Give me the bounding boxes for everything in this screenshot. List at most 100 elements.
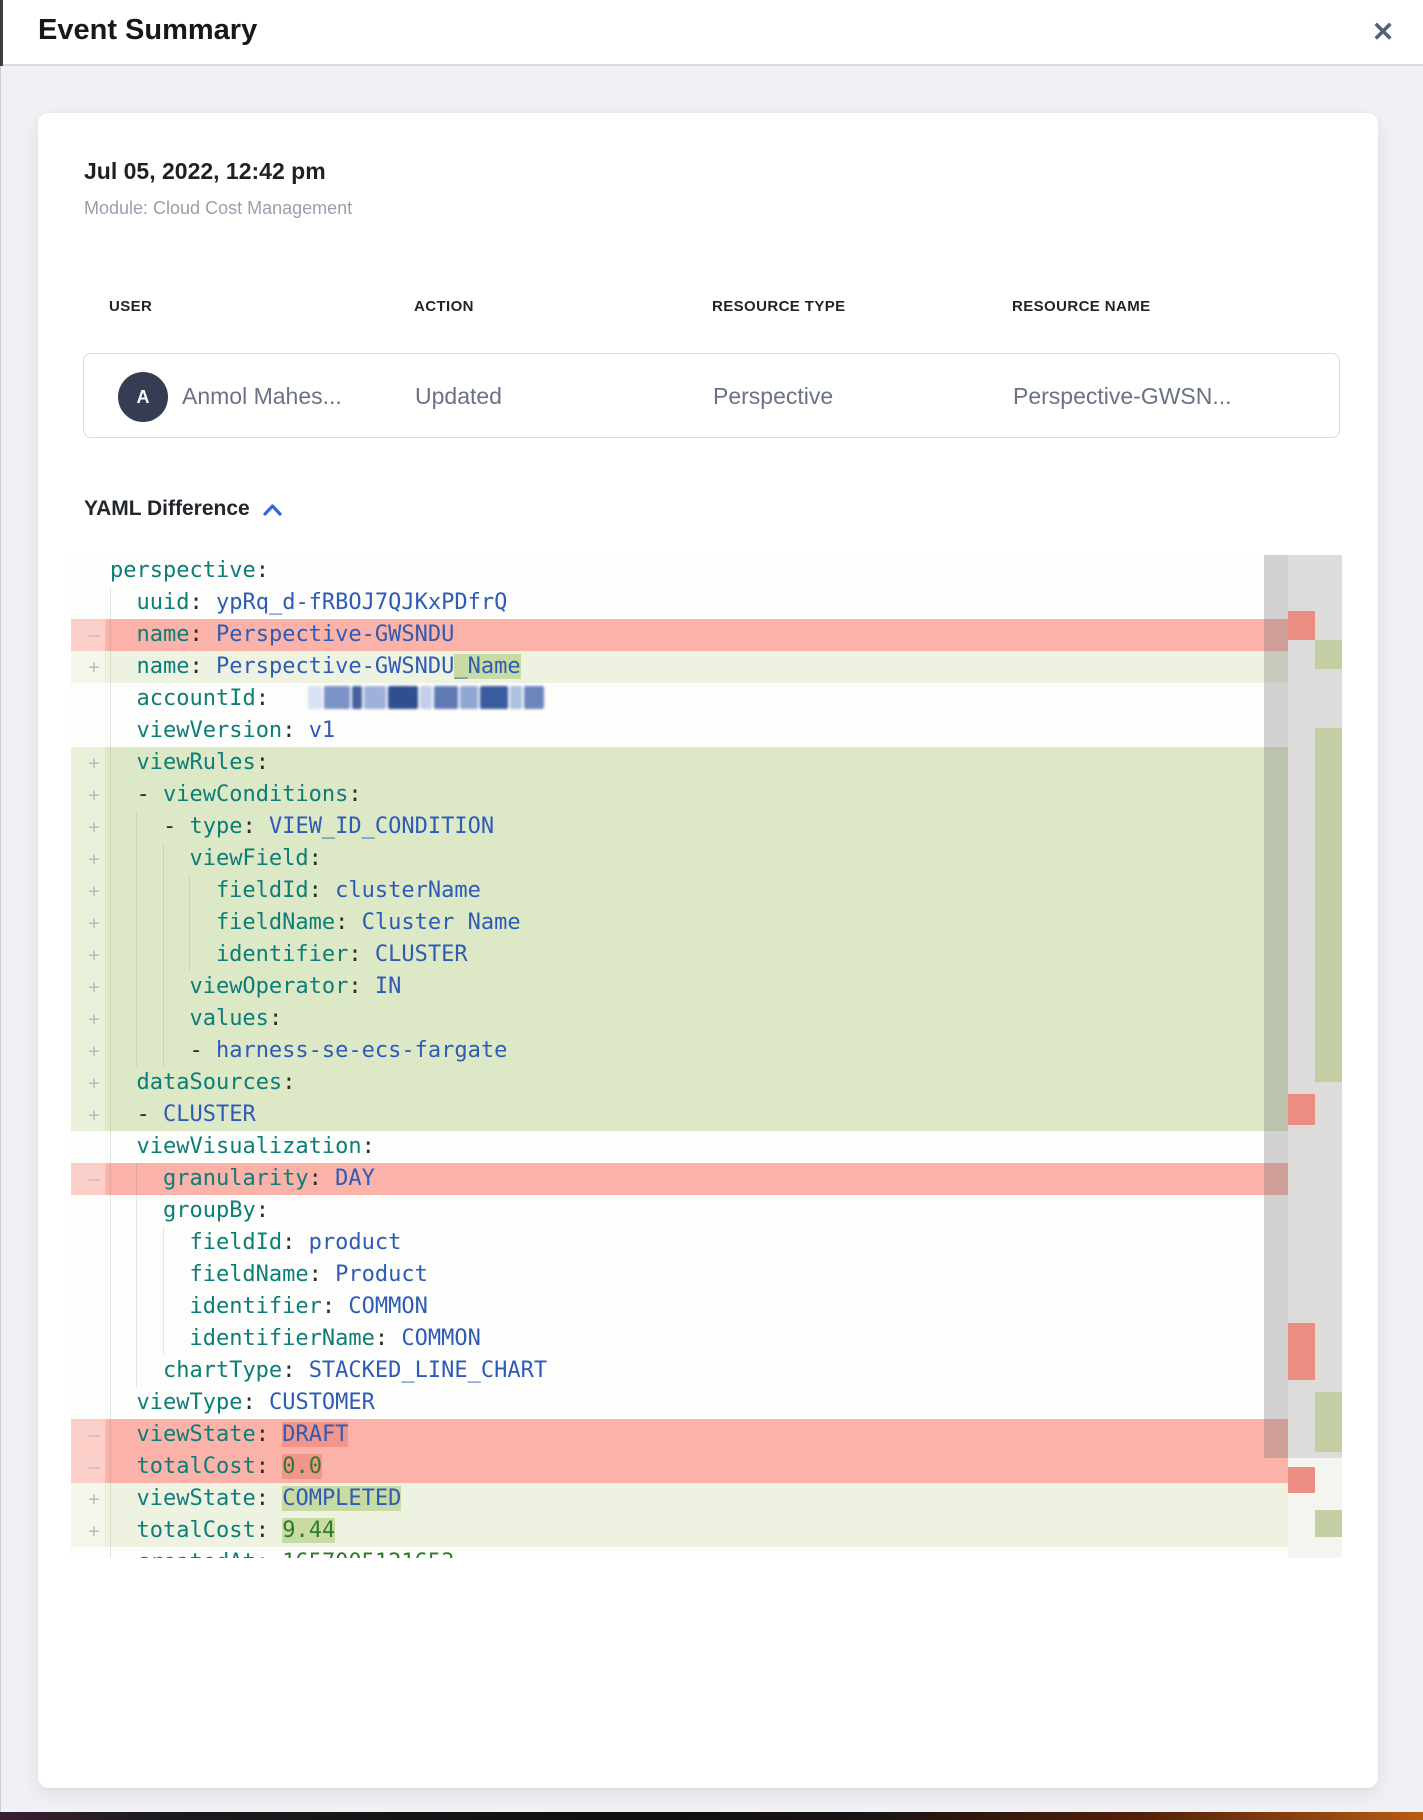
yaml-value: COMMON	[348, 1294, 428, 1319]
indent-guide	[136, 1355, 162, 1387]
yaml-colon: :	[308, 1166, 322, 1191]
indent-guide	[110, 811, 136, 843]
diff-line: identifierName: COMMON	[71, 1323, 1342, 1355]
diff-line: + viewState: COMPLETED	[71, 1483, 1342, 1515]
yaml-colon: :	[255, 1486, 269, 1511]
indent-guide	[110, 651, 136, 683]
diff-line-body: identifier: COMMON	[71, 1291, 1342, 1323]
indent-guide	[136, 1195, 162, 1227]
diff-marker: —	[88, 1424, 100, 1446]
diff-line: + values:	[71, 1003, 1342, 1035]
diff-line-body: name: Perspective-GWSNDU_Name	[71, 651, 1342, 683]
yaml-value: IN	[374, 974, 402, 999]
collapse-toggle[interactable]	[263, 503, 282, 516]
indent-guide	[110, 1451, 136, 1483]
diff-marker: +	[88, 752, 100, 774]
column-header-user: USER	[109, 298, 153, 315]
yaml-key: accountId	[136, 686, 256, 711]
indent-guide	[136, 1227, 162, 1259]
diff-line-body: viewVisualization:	[71, 1131, 1342, 1163]
indent-guide	[136, 1291, 162, 1323]
diff-minimap[interactable]	[1288, 555, 1342, 1558]
yaml-colon: :	[242, 814, 256, 839]
yaml-value: ypRq_d-fRBOJ7QJKxPDfrQ	[215, 590, 508, 615]
yaml-value: Perspective-GWSNDU	[215, 654, 455, 679]
diff-line-body: chartType: STACKED_LINE_CHART	[71, 1355, 1342, 1387]
diff-line: + - harness-se-ecs-fargate	[71, 1035, 1342, 1067]
window-edge-strip	[0, 0, 3, 66]
indent-guide	[162, 875, 189, 907]
yaml-colon: :	[189, 654, 203, 679]
drawer-left-edge	[0, 66, 1, 1820]
diff-line: + viewField:	[71, 843, 1342, 875]
diff-marker: +	[88, 912, 100, 934]
indent-guide	[110, 715, 136, 747]
minimap-add-block	[1315, 728, 1342, 1082]
avatar: A	[118, 372, 168, 422]
yaml-value: COMPLETED	[282, 1486, 402, 1511]
yaml-colon: :	[348, 974, 362, 999]
yaml-value: DRAFT	[282, 1422, 349, 1447]
diff-line-body: viewType: CUSTOMER	[71, 1387, 1342, 1419]
drawer-header: Event Summary ✕	[0, 0, 1423, 66]
yaml-colon: :	[256, 1550, 269, 1558]
diff-line-body: - viewConditions:	[71, 779, 1342, 811]
yaml-diff-editor[interactable]: perspective: uuid: ypRq_d-fRBOJ7QJKxPDfr…	[71, 555, 1342, 1558]
yaml-key: createdAt	[136, 1550, 255, 1558]
indent-guide	[110, 1067, 136, 1099]
yaml-key: totalCost	[136, 1454, 256, 1479]
minimap-del-block	[1288, 611, 1315, 640]
yaml-key: granularity	[162, 1166, 309, 1191]
redacted-value	[308, 685, 545, 709]
diff-marker: +	[88, 784, 100, 806]
yaml-colon: :	[321, 1294, 336, 1319]
yaml-key: identifier	[215, 942, 349, 967]
row-user-name: Anmol Mahes...	[182, 383, 342, 409]
indent-guide	[162, 1035, 189, 1067]
yaml-colon: :	[374, 1326, 389, 1351]
yaml-key: chartType	[162, 1358, 283, 1383]
indent-guide	[162, 939, 189, 971]
yaml-colon: :	[348, 782, 362, 807]
diff-marker: +	[88, 1520, 100, 1542]
yaml-colon: :	[255, 1454, 269, 1479]
yaml-value: CLUSTER	[374, 942, 468, 967]
diff-line: — viewState: DRAFT	[71, 1419, 1342, 1451]
indent-guide	[189, 939, 215, 971]
diff-line-body: fieldName: Product	[71, 1259, 1342, 1291]
yaml-colon: :	[308, 878, 322, 903]
diff-marker: —	[88, 1456, 100, 1478]
indent-guide	[136, 1163, 162, 1195]
yaml-value: Perspective-GWSNDU	[215, 622, 455, 647]
yaml-value: VIEW_ID_CONDITION	[268, 814, 495, 839]
indent-guide	[162, 1227, 189, 1259]
yaml-key: values	[189, 1006, 269, 1031]
yaml-key: perspective	[110, 558, 256, 583]
yaml-difference-header: YAML Difference	[84, 497, 282, 521]
yaml-key: uuid	[136, 590, 190, 615]
indent-guide	[110, 1099, 136, 1131]
close-button[interactable]: ✕	[1365, 14, 1401, 50]
yaml-colon: :	[308, 1262, 322, 1287]
yaml-list-dash: -	[136, 1102, 163, 1127]
yaml-value: 1657005121653	[282, 1550, 454, 1558]
diff-line: viewType: CUSTOMER	[71, 1387, 1342, 1419]
diff-line-body: identifier: CLUSTER	[71, 939, 1342, 971]
yaml-key: viewOperator	[189, 974, 349, 999]
yaml-colon: :	[189, 590, 203, 615]
indent-guide	[110, 1515, 136, 1547]
diff-marker: +	[88, 976, 100, 998]
indent-guide	[162, 1003, 189, 1035]
yaml-key: fieldId	[189, 1230, 283, 1255]
yaml-colon: :	[255, 1422, 269, 1447]
indent-guide	[110, 683, 136, 715]
yaml-key: identifier	[189, 1294, 322, 1319]
diff-line-body: - type: VIEW_ID_CONDITION	[71, 811, 1342, 843]
yaml-colon: :	[282, 1230, 296, 1255]
indent-guide	[136, 907, 162, 939]
minimap-del-block	[1288, 1094, 1315, 1125]
indent-guide	[110, 1131, 136, 1163]
diff-marker: —	[88, 624, 100, 646]
diff-marker: +	[88, 1072, 100, 1094]
minimap-viewport-slider[interactable]	[1264, 555, 1288, 1458]
